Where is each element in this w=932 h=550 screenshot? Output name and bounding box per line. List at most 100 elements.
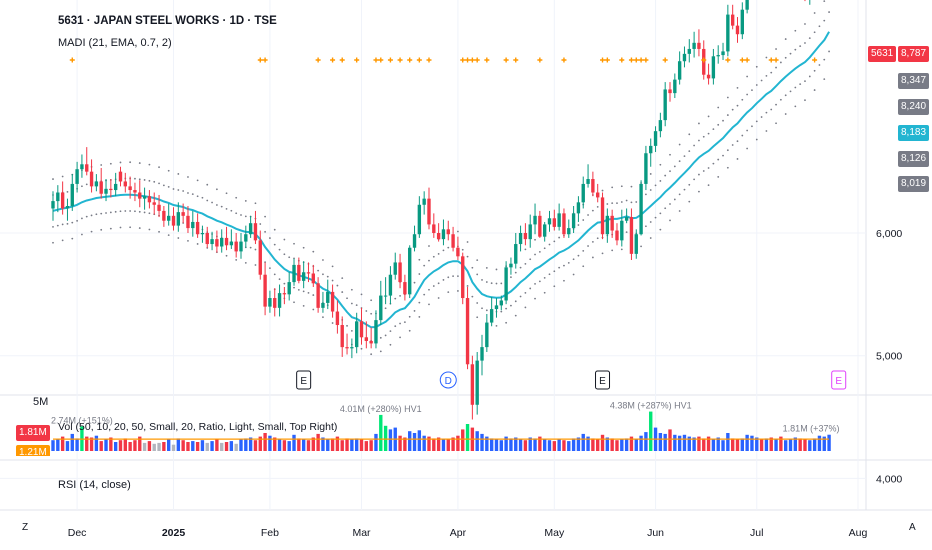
candle-body: [89, 171, 94, 187]
volume-bar: [282, 440, 287, 451]
candle-body: [716, 55, 720, 57]
band-dot: [476, 316, 479, 319]
band-dot: [66, 190, 69, 193]
band-dot: [182, 190, 185, 192]
volume-bar: [224, 442, 229, 451]
candle-body: [581, 183, 585, 203]
signal-marker: [465, 57, 471, 63]
band-dot: [808, 37, 811, 40]
volume-bar: [263, 433, 267, 451]
auto-scale-button[interactable]: A: [909, 522, 916, 533]
band-dot: [476, 273, 479, 276]
volume-bar: [85, 436, 89, 451]
band-dot: [71, 221, 74, 224]
volume-bar: [542, 439, 547, 451]
volume-bar: [523, 440, 528, 451]
candle-body: [557, 213, 561, 227]
band-dot: [148, 163, 151, 166]
band-dot: [61, 223, 64, 226]
volume-bar: [581, 433, 585, 451]
volume-bar: [75, 438, 79, 451]
band-dot: [775, 103, 777, 106]
band-dot: [485, 267, 488, 269]
band-dot: [158, 182, 160, 185]
volume-bar: [301, 439, 306, 451]
band-dot: [804, 80, 806, 83]
band-dot: [722, 119, 724, 122]
band-dot: [134, 210, 136, 213]
volume-bar: [600, 434, 605, 451]
signal-marker: [725, 57, 731, 63]
volume-bar: [489, 438, 494, 451]
volume-bar: [677, 435, 682, 451]
candle-body: [229, 241, 234, 246]
rsi-indicator-label[interactable]: RSI (14, close): [58, 479, 131, 491]
signal-marker: [633, 57, 639, 63]
candle-body: [634, 234, 638, 254]
band-dot: [625, 231, 628, 234]
candle-body: [350, 347, 354, 349]
band-dot: [770, 71, 773, 74]
band-dot: [784, 94, 787, 97]
volume-bar: [499, 440, 503, 451]
band-dot: [591, 256, 594, 259]
band-dot: [823, 78, 826, 81]
volume-bar: [248, 437, 253, 451]
band-dot: [379, 336, 382, 339]
timezone-button[interactable]: Z: [22, 522, 29, 533]
band-dot: [611, 249, 614, 252]
candle-body: [374, 320, 378, 344]
volume-bar: [446, 439, 450, 451]
band-dot: [731, 144, 734, 146]
candle-body: [326, 291, 330, 303]
band-dot: [813, 89, 816, 91]
volume-bar: [793, 437, 798, 451]
band-lower-2-tag: 8,019: [898, 176, 930, 192]
volume-indicator-label[interactable]: Vol (50, 10, 20, 50, Small, 20, Ratio, L…: [58, 421, 338, 433]
band-dot: [813, 69, 816, 72]
band-dot: [138, 227, 141, 229]
madi-indicator-label[interactable]: MADI (21, EMA, 0.7, 2): [58, 37, 172, 49]
volume-bar: [730, 438, 735, 451]
band-dot: [688, 183, 691, 186]
volume-bar: [494, 439, 499, 451]
band-dot: [534, 238, 536, 241]
time-tick-label: Jun: [647, 527, 664, 539]
candle-body: [263, 274, 267, 307]
candle-body: [677, 61, 682, 80]
volume-bar: [538, 436, 542, 451]
candle-body: [653, 131, 658, 146]
band-dot: [804, 99, 806, 102]
band-dot: [519, 266, 522, 269]
band-dot: [751, 89, 753, 92]
signal-marker: [257, 57, 263, 63]
candle-body: [427, 198, 431, 225]
volume-bar: [682, 434, 687, 451]
volume-bar: [562, 440, 566, 451]
band-dot: [596, 205, 599, 208]
volume-bar: [171, 444, 176, 451]
band-dot: [418, 301, 421, 304]
band-dot: [649, 237, 652, 239]
candle-body: [56, 192, 60, 202]
band-dot: [129, 210, 132, 212]
band-dot: [442, 249, 445, 252]
band-dot: [211, 201, 213, 204]
volume-bar: [326, 439, 330, 451]
candle-body: [301, 272, 306, 281]
band-dot: [350, 288, 353, 291]
band-dot: [471, 295, 474, 298]
candle-body: [176, 212, 181, 226]
signal-marker: [69, 57, 75, 63]
band-dot: [109, 227, 112, 230]
band-dot: [755, 65, 758, 68]
candle-body: [571, 213, 576, 229]
band-dot: [611, 186, 614, 189]
volume-bar: [644, 432, 648, 451]
band-dot: [779, 61, 782, 64]
band-dot: [823, 19, 826, 22]
band-dot: [322, 316, 324, 319]
signal-marker: [416, 57, 422, 63]
